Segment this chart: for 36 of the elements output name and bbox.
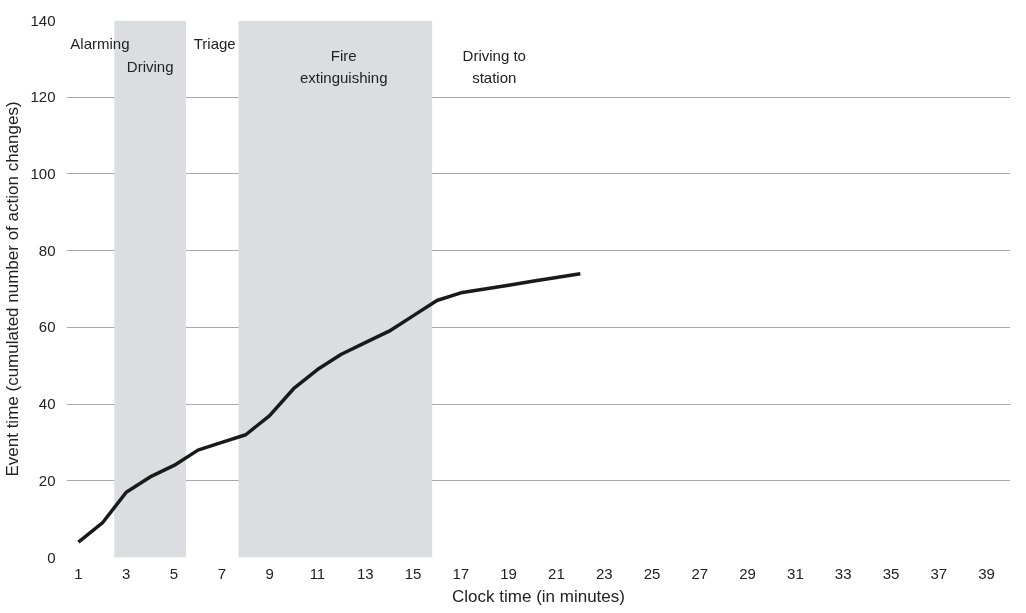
x-axis-title: Clock time (in minutes) <box>452 586 625 606</box>
x-tick-label: 25 <box>643 564 661 582</box>
y-tick-label: 40 <box>38 395 56 413</box>
y-axis-title: Event time (cumulated number of action changes) <box>3 101 23 477</box>
x-tick-label: 39 <box>978 564 995 582</box>
y-tick-label: 60 <box>38 318 56 336</box>
x-tick-label: 31 <box>787 564 804 582</box>
x-tick-label: 1 <box>74 564 83 582</box>
x-tick-label: 27 <box>691 564 709 582</box>
x-tick-label: 29 <box>739 564 756 582</box>
x-tick-label: 5 <box>169 564 179 582</box>
y-tick-label: 80 <box>38 241 56 259</box>
x-tick-label: 37 <box>930 564 948 582</box>
x-tick-label: 3 <box>122 564 131 582</box>
annotation: Triage <box>193 35 236 53</box>
line-series <box>76 271 583 544</box>
y-tick-label: 0 <box>47 548 56 566</box>
y-tick-label: 140 <box>30 11 56 29</box>
x-tick-label: 35 <box>882 564 900 582</box>
y-tick-label: 100 <box>30 164 56 182</box>
annotation: Alarming <box>70 35 130 53</box>
annotation: Driving <box>126 58 174 76</box>
x-tick-label: 21 <box>548 564 565 582</box>
y-tick-label: 120 <box>30 88 56 106</box>
x-tick-label: 15 <box>404 564 422 582</box>
annotation: Driving to station <box>462 46 526 87</box>
annotation: Fire extinguishing <box>299 46 388 87</box>
y-tick-label: 20 <box>38 471 56 489</box>
x-tick-label: 19 <box>500 564 517 582</box>
x-tick-label: 17 <box>452 564 470 582</box>
x-tick-label: 9 <box>265 564 274 582</box>
x-tick-label: 33 <box>834 564 852 582</box>
x-tick-label: 7 <box>217 564 227 582</box>
x-tick-label: 23 <box>595 564 613 582</box>
x-tick-label: 11 <box>309 564 326 582</box>
x-tick-label: 13 <box>356 564 374 582</box>
